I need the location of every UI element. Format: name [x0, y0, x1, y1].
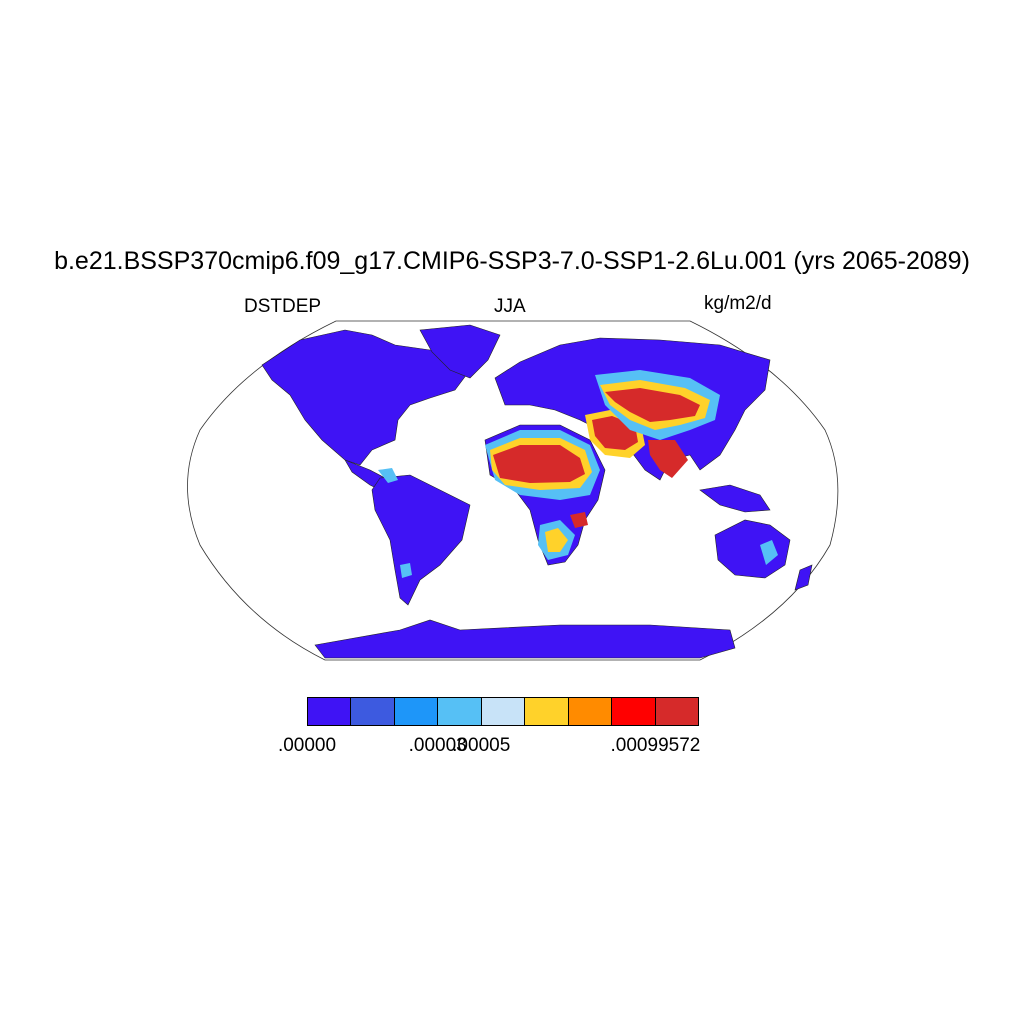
colorbar-cell	[525, 698, 569, 725]
colorbar-tick-label: .00099572	[610, 735, 701, 756]
colorbar-tick-label: .00000	[277, 735, 337, 756]
colorbar-cell	[308, 698, 352, 725]
north-america	[261, 329, 471, 466]
greenland	[419, 324, 501, 379]
antarctica	[314, 619, 736, 659]
colorbar-cell	[612, 698, 656, 725]
colorbar-cell	[481, 698, 526, 725]
colorbar-cell	[351, 698, 395, 725]
colorbar-cell	[394, 698, 439, 725]
colorbar	[307, 697, 699, 726]
australia	[714, 519, 791, 579]
south-america	[371, 474, 471, 606]
new-zealand	[794, 564, 813, 591]
colorbar-cell	[568, 698, 613, 725]
colorbar-tick-label: .00005	[452, 735, 511, 756]
variable-label: DSTDEP	[244, 296, 322, 317]
colorbar-cell	[655, 698, 698, 725]
colorbar-tick-label: .00003	[408, 735, 467, 756]
season-label: JJA	[494, 296, 526, 317]
units-label: kg/m2/d	[704, 293, 772, 314]
colorbar-cell	[438, 698, 482, 725]
dust-hotspots	[378, 370, 778, 578]
se-asia-islands	[699, 484, 771, 513]
plot-title: b.e21.BSSP370cmip6.f09_g17.CMIP6-SSP3-7.…	[54, 247, 970, 275]
